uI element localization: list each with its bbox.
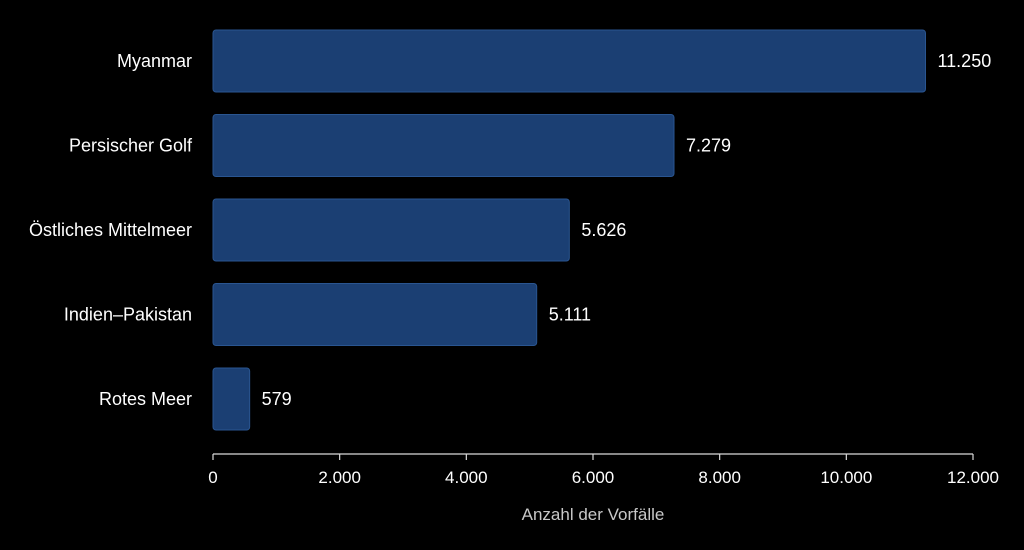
x-axis-title: Anzahl der Vorfälle: [522, 505, 665, 524]
value-labels: 11.250 7.279 5.626 5.111 579: [262, 51, 992, 409]
x-tick-label: 2.000: [318, 468, 361, 487]
category-label: Rotes Meer: [99, 389, 192, 409]
category-label: Indien–Pakistan: [64, 305, 192, 325]
x-tick-label: 4.000: [445, 468, 488, 487]
x-tick-label: 0: [208, 468, 217, 487]
x-axis-ticks: 0 2.000 4.000 6.000 8.000 10.000 12.000: [208, 454, 999, 487]
bars-group: [212, 29, 926, 431]
x-tick-label: 6.000: [572, 468, 615, 487]
category-label: Myanmar: [117, 51, 192, 71]
value-label: 5.626: [581, 220, 626, 240]
bar: [212, 198, 570, 262]
bar: [212, 283, 538, 346]
category-label: Persischer Golf: [69, 136, 193, 156]
category-labels: Myanmar Persischer Golf Östliches Mittelme…: [29, 51, 193, 409]
value-label: 7.279: [686, 136, 731, 156]
value-label: 5.111: [549, 305, 591, 325]
bar: [212, 367, 251, 431]
x-tick-label: 10.000: [820, 468, 872, 487]
value-label: 11.250: [938, 51, 992, 71]
bar: [212, 114, 675, 177]
bar: [212, 29, 926, 93]
x-tick-label: 8.000: [698, 468, 741, 487]
category-label: Östliches Mittelmeer: [29, 220, 192, 240]
x-tick-label: 12.000: [947, 468, 999, 487]
value-label: 579: [262, 389, 292, 409]
